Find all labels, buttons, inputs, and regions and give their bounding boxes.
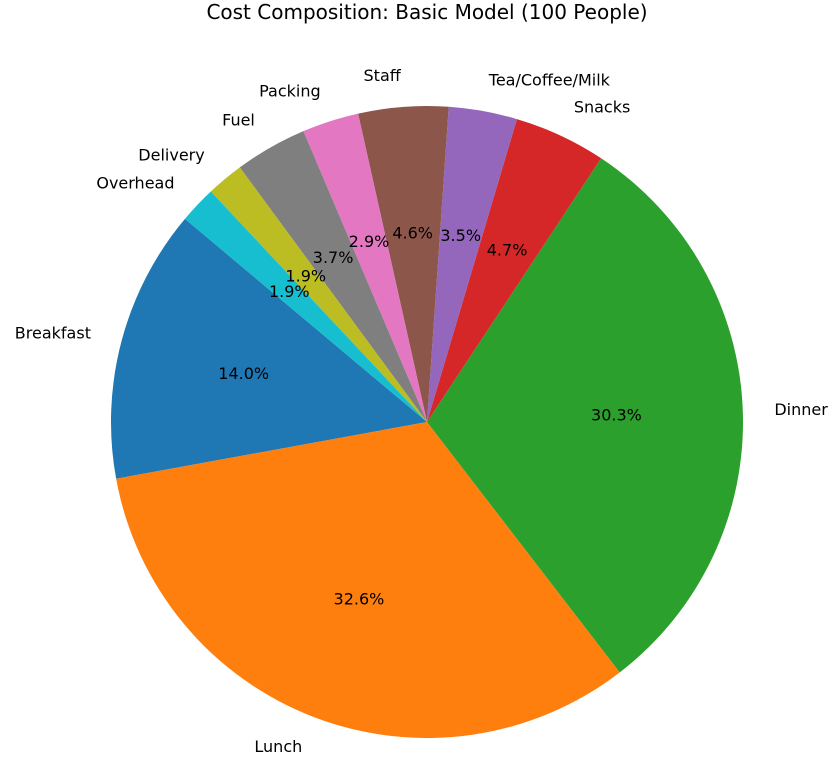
pie-slice-tea-coffee-milk <box>427 106 517 422</box>
slice-label: Delivery <box>138 145 204 164</box>
percentage-labels: 14.0% 32.6% 30.3% 4.7% 3.5% 4.6%2.9%3.7%1.9%1… <box>218 223 642 608</box>
chart-title: Cost Composition: Basic Model (100 Peopl… <box>206 0 647 24</box>
slice-label: Snacks <box>574 97 631 116</box>
pie-slice-packing <box>303 113 427 422</box>
slice-percentage: 30.3% <box>591 406 642 425</box>
slice-percentage: 1.9% <box>269 282 310 301</box>
pie-slice-overhead <box>184 191 427 422</box>
slice-label: Lunch <box>254 737 302 756</box>
slice-percentage: 14.0% <box>218 364 269 383</box>
slice-label: Dinner <box>774 400 828 419</box>
slice-label: Packing <box>259 82 321 101</box>
pie-slice-dinner <box>427 158 744 673</box>
slice-percentage: 1.9% <box>285 267 326 286</box>
slice-label: Staff <box>364 66 402 85</box>
pie-slice-lunch <box>116 422 620 739</box>
slice-label: Tea/Coffee/Milk <box>488 70 611 89</box>
slice-label: Breakfast <box>15 324 91 343</box>
slice-percentage: 32.6% <box>334 589 385 608</box>
pie-slice-fuel <box>239 131 427 422</box>
pie-slice-snacks <box>427 119 602 423</box>
slice-percentage: 4.7% <box>487 241 528 260</box>
slice-percentage: 2.9% <box>349 232 390 251</box>
pie-slice-breakfast <box>110 218 427 479</box>
slice-percentage: 3.5% <box>440 226 481 245</box>
slice-label: Fuel <box>222 111 255 130</box>
slice-label: Overhead <box>96 174 174 193</box>
pie-slices <box>110 105 744 739</box>
slice-labels: Breakfast Lunch Dinner Snacks Tea/Coffee/Mil… <box>15 66 828 756</box>
pie-slice-delivery <box>210 167 427 422</box>
slice-percentage: 3.7% <box>313 248 354 267</box>
slice-percentage: 4.6% <box>392 223 433 242</box>
pie-slice-staff <box>358 105 449 422</box>
